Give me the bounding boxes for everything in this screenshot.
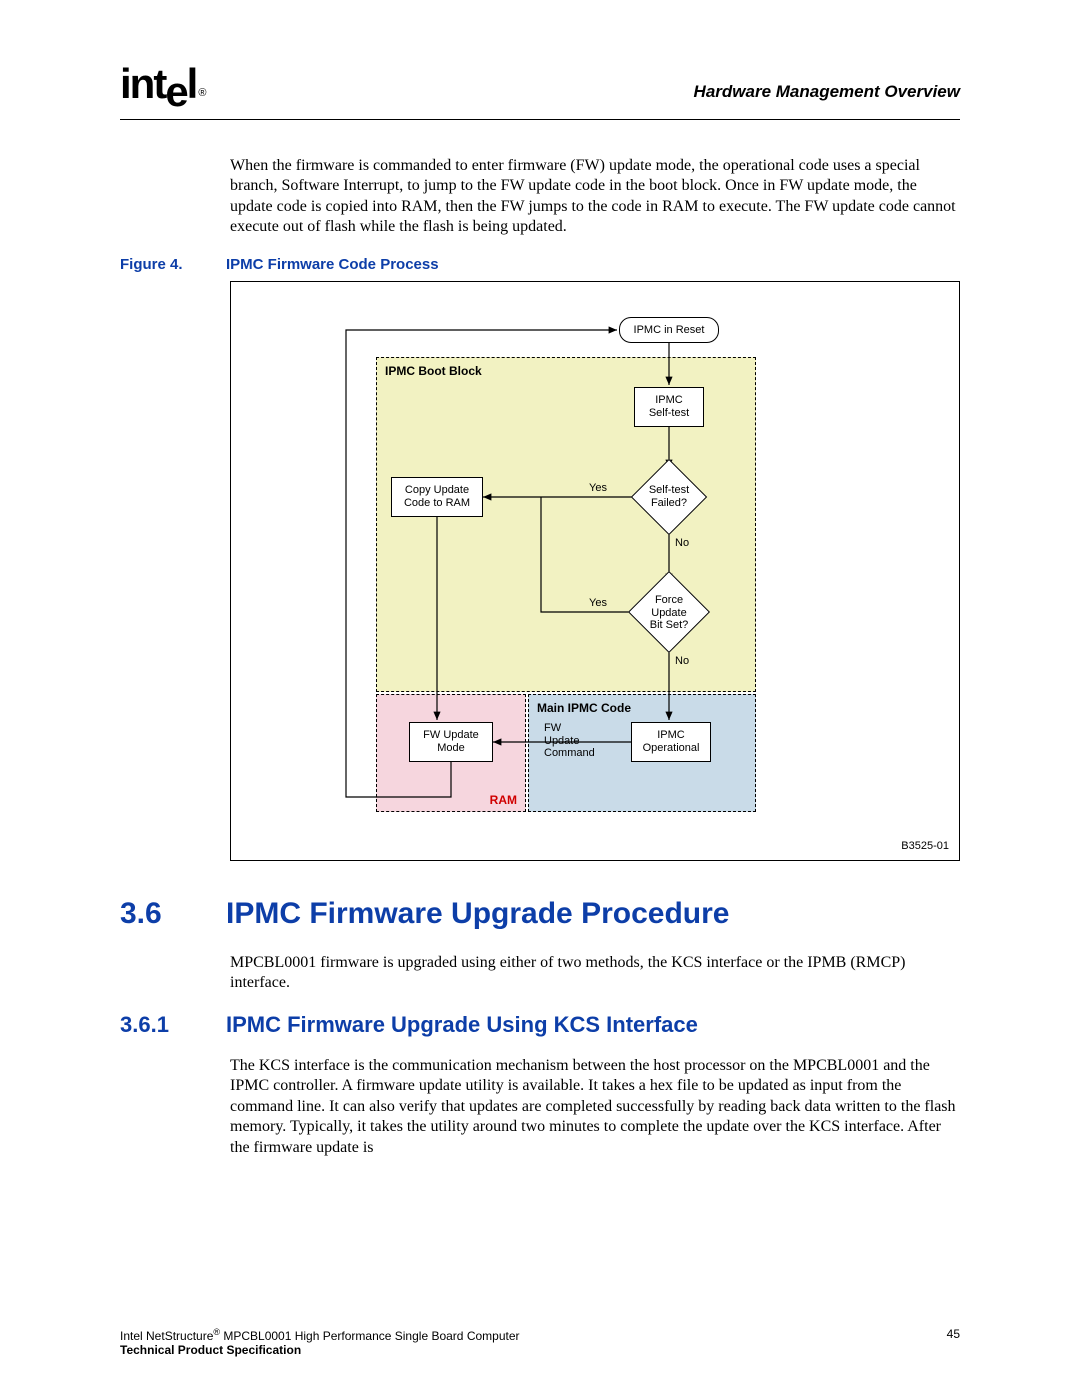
section-3-6-text: MPCBL0001 firmware is upgraded using eit… [230, 953, 960, 994]
figure-reference: B3525-01 [901, 840, 949, 852]
region-main-label: Main IPMC Code [537, 701, 631, 715]
figure-caption: Figure 4.IPMC Firmware Code Process [120, 256, 960, 273]
node-fw-update-mode: FW Update Mode [409, 722, 493, 762]
footer-product-a: Intel NetStructure [120, 1329, 213, 1343]
page-header: intel® Hardware Management Overview [120, 60, 960, 120]
page-content: intel® Hardware Management Overview When… [120, 60, 960, 1176]
heading-3-6-num: 3.6 [120, 897, 226, 931]
node-ipmc-reset: IPMC in Reset [619, 317, 719, 343]
footer-line-2: Technical Product Specification [120, 1343, 960, 1357]
intel-logo: intel® [120, 60, 202, 108]
footer-product-b: MPCBL0001 High Performance Single Board … [220, 1329, 519, 1343]
region-ram-label: RAM [490, 793, 517, 807]
node-copy-update: Copy Update Code to RAM [391, 477, 483, 517]
node-ipmc-selftest: IPMC Self-test [634, 387, 704, 427]
figure-number: Figure 4. [120, 256, 226, 273]
edge-no-1: No [675, 537, 689, 549]
footer-page-number: 45 [947, 1327, 960, 1341]
heading-3-6-title: IPMC Firmware Upgrade Procedure [226, 897, 729, 930]
intro-paragraph: When the firmware is commanded to enter … [230, 156, 960, 238]
heading-3-6-1-title: IPMC Firmware Upgrade Using KCS Interfac… [226, 1012, 698, 1037]
edge-no-2: No [675, 655, 689, 667]
edge-yes-1: Yes [589, 482, 607, 494]
figure-title: IPMC Firmware Code Process [226, 256, 439, 273]
footer-line-1: Intel NetStructure® MPCBL0001 High Perfo… [120, 1327, 960, 1343]
section-3-6-1-text: The KCS interface is the communication m… [230, 1056, 960, 1158]
page-footer: Intel NetStructure® MPCBL0001 High Perfo… [120, 1327, 960, 1357]
figure-frame: IPMC Boot Block Main IPMC Code RAM [230, 281, 960, 861]
heading-3-6-1: 3.6.1IPMC Firmware Upgrade Using KCS Int… [120, 1012, 960, 1038]
region-boot-label: IPMC Boot Block [385, 364, 482, 378]
edge-yes-2: Yes [589, 597, 607, 609]
section-header: Hardware Management Overview [694, 82, 960, 102]
heading-3-6-1-num: 3.6.1 [120, 1012, 226, 1038]
node-ipmc-operational: IPMC Operational [631, 722, 711, 762]
heading-3-6: 3.6IPMC Firmware Upgrade Procedure [120, 897, 960, 931]
